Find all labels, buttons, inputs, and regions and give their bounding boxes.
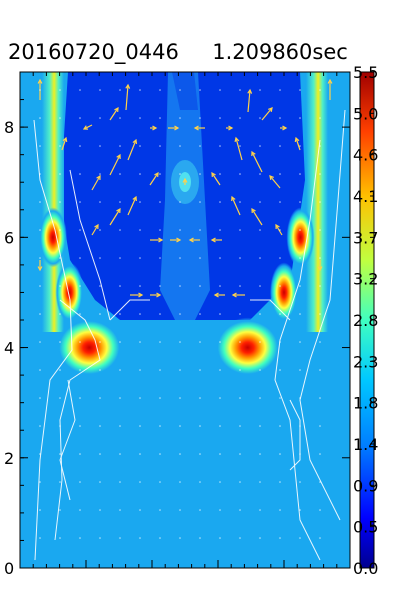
y-tick-label: 4 bbox=[4, 339, 14, 358]
colorbar-label: 5.5 bbox=[353, 63, 378, 82]
vector-arrows bbox=[37, 78, 333, 298]
colorbar-label: 0.9 bbox=[353, 476, 378, 495]
colorbar-label: 1.8 bbox=[353, 394, 378, 413]
grid-dots bbox=[39, 89, 321, 539]
colorbar-label: 0.5 bbox=[353, 518, 378, 537]
y-tick-label: 8 bbox=[4, 118, 14, 137]
colorbar-label: 2.8 bbox=[353, 311, 378, 330]
heatmap-field bbox=[20, 72, 350, 568]
hot-spot-0 bbox=[55, 317, 124, 378]
hot-spot-3 bbox=[286, 207, 315, 268]
y-tick-label: 6 bbox=[4, 228, 14, 247]
colorbar-label: 3.2 bbox=[353, 270, 378, 289]
contour-lines bbox=[33, 109, 346, 561]
hot-spot-4 bbox=[55, 262, 84, 323]
colorbar-label: 5.0 bbox=[353, 104, 378, 123]
y-tick-label: 0 bbox=[4, 559, 14, 578]
hot-spot-2 bbox=[39, 207, 67, 268]
colorbar-label: 4.6 bbox=[353, 146, 378, 165]
colorbar-label: 3.7 bbox=[353, 228, 378, 247]
y-axis: 0 2 4 6 8 bbox=[4, 71, 350, 578]
colorbar-label: 0.0 bbox=[353, 559, 378, 578]
hot-spot-1 bbox=[213, 317, 282, 378]
colorbar-label: 1.4 bbox=[353, 435, 378, 454]
colorbar-label: 4.1 bbox=[353, 187, 378, 206]
colorbar-label: 2.3 bbox=[353, 352, 378, 371]
y-tick-label: 2 bbox=[4, 449, 14, 468]
x-ticks bbox=[19, 72, 351, 568]
colorbar-labels: 0.0 0.5 0.9 1.4 1.8 2.3 2.8 3.2 3.7 4.1 4.6 5.0 5.5 bbox=[353, 63, 378, 578]
chart-title: 20160720_0446 1.209860sec bbox=[8, 40, 348, 64]
